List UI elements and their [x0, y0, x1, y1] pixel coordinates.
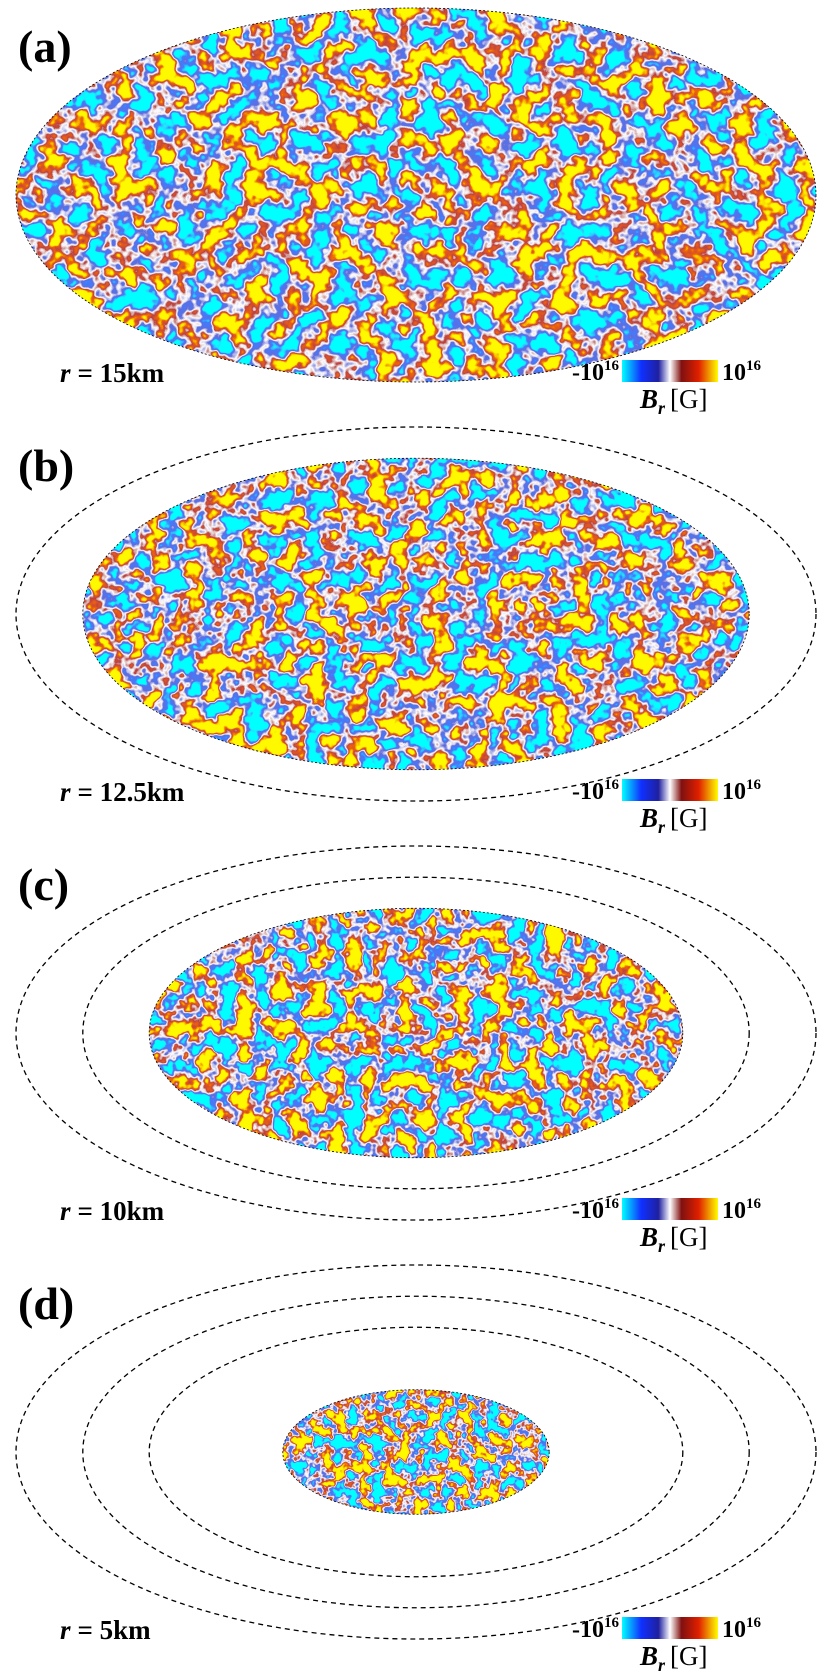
shell-outline — [148, 1326, 684, 1578]
colorbar-title: Br [G] — [639, 1222, 708, 1256]
colorbar-min-exp: 16 — [604, 358, 620, 374]
field-map — [149, 908, 683, 1158]
colorbar-max-exp: 16 — [746, 358, 762, 374]
map-outline — [82, 457, 750, 771]
map-outline — [282, 1389, 550, 1515]
colorbar-title: Br [G] — [639, 384, 708, 418]
colorbar-min-base: -10 — [572, 779, 604, 805]
panel-label: (c) — [18, 859, 69, 910]
colorbar-min-exp: 16 — [604, 1196, 620, 1212]
colorbar-max-base: 10 — [722, 360, 746, 386]
colorbar-max: 1016 — [722, 1615, 762, 1643]
colorbar — [622, 779, 718, 801]
colorbar — [622, 1617, 718, 1639]
colorbar-max: 1016 — [722, 358, 762, 386]
shell-outline — [15, 845, 817, 1221]
radius-var: r — [60, 777, 71, 807]
quantity-sub: r — [658, 1655, 666, 1675]
radius-var: r — [60, 358, 71, 388]
radius-text: = 5km — [78, 1615, 152, 1645]
colorbar-max-base: 10 — [722, 779, 746, 805]
quantity-sub: r — [658, 398, 666, 418]
radius-label: r = 10km — [60, 1196, 165, 1226]
colorbar-min: -1016 — [572, 1196, 620, 1224]
radius-var: r — [60, 1196, 71, 1226]
quantity: B — [639, 1222, 658, 1252]
radius-label: r = 12.5km — [60, 777, 185, 807]
colorbar-max: 1016 — [722, 1196, 762, 1224]
colorbar-min: -1016 — [572, 1615, 620, 1643]
shell-outline — [82, 876, 750, 1190]
shell-outline — [82, 1295, 750, 1609]
map-outline — [148, 907, 684, 1159]
colorbar-min-exp: 16 — [604, 777, 620, 793]
map-outline — [15, 7, 817, 383]
colorbar — [622, 1198, 718, 1220]
radius-var: r — [60, 1615, 71, 1645]
radius-label: r = 15km — [60, 358, 165, 388]
radius-text: = 12.5km — [78, 777, 185, 807]
colorbar-min: -1016 — [572, 777, 620, 805]
quantity: B — [639, 1641, 658, 1671]
colorbar-max-exp: 16 — [746, 1196, 762, 1212]
colorbar-min-exp: 16 — [604, 1615, 620, 1631]
shell-outline — [15, 1264, 817, 1640]
colorbar-title: Br [G] — [639, 1641, 708, 1675]
colorbar-min-base: -10 — [572, 1198, 604, 1224]
quantity-sub: r — [658, 817, 666, 837]
colorbar-min-base: -10 — [572, 1617, 604, 1643]
field-map — [16, 8, 816, 382]
colorbar-max-base: 10 — [722, 1617, 746, 1643]
colorbar — [622, 360, 718, 382]
unit: [G] — [670, 1641, 707, 1671]
field-map — [82, 458, 750, 770]
quantity-sub: r — [658, 1236, 666, 1256]
unit: [G] — [670, 384, 707, 414]
shell-outline — [15, 426, 817, 802]
unit: [G] — [670, 1222, 707, 1252]
quantity: B — [639, 803, 658, 833]
colorbar-max: 1016 — [722, 777, 762, 805]
quantity: B — [639, 384, 658, 414]
colorbar-max-exp: 16 — [746, 1615, 762, 1631]
radius-text: = 10km — [78, 1196, 165, 1226]
colorbar-max-base: 10 — [722, 1198, 746, 1224]
unit: [G] — [670, 803, 707, 833]
colorbar-max-exp: 16 — [746, 777, 762, 793]
panel-label: (b) — [18, 440, 74, 491]
radius-label: r = 5km — [60, 1615, 151, 1645]
colorbar-min-base: -10 — [572, 360, 604, 386]
panel-label: (d) — [18, 1278, 74, 1329]
colorbar-min: -1016 — [572, 358, 620, 386]
radius-text: = 15km — [78, 358, 165, 388]
field-map — [282, 1389, 550, 1515]
panel-label: (a) — [18, 21, 72, 72]
colorbar-title: Br [G] — [639, 803, 708, 837]
